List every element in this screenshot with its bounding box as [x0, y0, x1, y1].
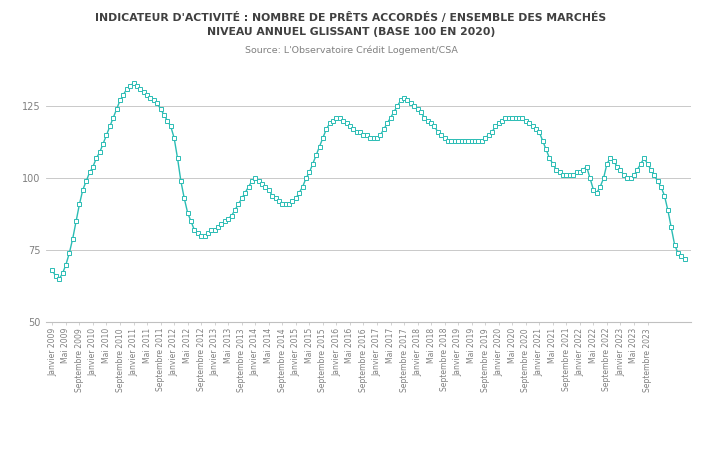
Text: Source: L'Observatoire Crédit Logement/CSA: Source: L'Observatoire Crédit Logement/C… [244, 45, 458, 55]
Text: INDICATEUR D'ACTIVITÉ : NOMBRE DE PRÊTS ACCORDÉS / ENSEMBLE DES MARCHÉS: INDICATEUR D'ACTIVITÉ : NOMBRE DE PRÊTS … [95, 12, 607, 23]
Text: NIVEAU ANNUEL GLISSANT (BASE 100 EN 2020): NIVEAU ANNUEL GLISSANT (BASE 100 EN 2020… [207, 27, 495, 37]
